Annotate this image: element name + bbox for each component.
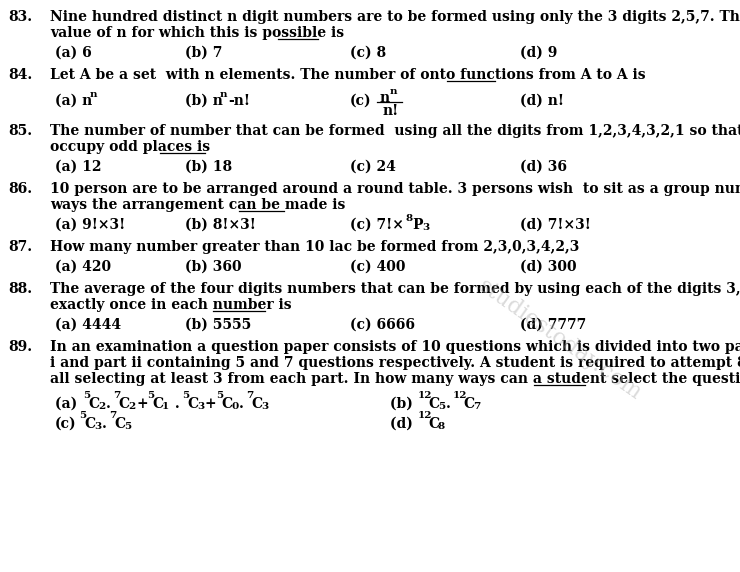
Text: (d) n!: (d) n! — [520, 94, 564, 108]
Text: (d) 7!×3!: (d) 7!×3! — [520, 218, 591, 232]
Text: 3: 3 — [197, 402, 204, 411]
Text: 89.: 89. — [8, 340, 32, 354]
Text: 0: 0 — [231, 402, 238, 411]
Text: (a) 6: (a) 6 — [55, 46, 92, 60]
Text: i and part ii containing 5 and 7 questions respectively. A student is required t: i and part ii containing 5 and 7 questio… — [50, 356, 740, 370]
Text: (a) 4444: (a) 4444 — [55, 318, 121, 332]
Text: 5: 5 — [79, 411, 86, 420]
Text: (b) 8!×3!: (b) 8!×3! — [185, 218, 256, 232]
Text: .: . — [170, 397, 184, 411]
Text: 86.: 86. — [8, 182, 32, 196]
Text: (c): (c) — [55, 417, 77, 431]
Text: 84.: 84. — [8, 68, 33, 82]
Text: (b) 7: (b) 7 — [185, 46, 223, 60]
Text: exactly once in each number is: exactly once in each number is — [50, 298, 297, 312]
Text: 8: 8 — [405, 214, 412, 223]
Text: 7: 7 — [473, 402, 480, 411]
Text: 12: 12 — [418, 391, 432, 400]
Text: 2: 2 — [128, 402, 135, 411]
Text: (c): (c) — [350, 94, 371, 108]
Text: .: . — [446, 397, 451, 411]
Text: P: P — [412, 218, 423, 232]
Text: (d) 7777: (d) 7777 — [520, 318, 586, 332]
Text: (b): (b) — [390, 397, 418, 411]
Text: 5: 5 — [124, 422, 131, 431]
Text: 5: 5 — [438, 402, 445, 411]
Text: C: C — [428, 397, 439, 411]
Text: 3: 3 — [422, 223, 429, 232]
Text: n: n — [380, 91, 390, 105]
Text: value of n for which this is possible is: value of n for which this is possible is — [50, 26, 349, 40]
Text: 8: 8 — [438, 422, 445, 431]
Text: 85.: 85. — [8, 124, 32, 138]
Text: 1: 1 — [162, 402, 169, 411]
Text: (c) 6666: (c) 6666 — [350, 318, 415, 332]
Text: 7: 7 — [246, 391, 253, 400]
Text: C: C — [84, 417, 95, 431]
Text: How many number greater than 10 lac be formed from 2,3,0,3,4,2,3: How many number greater than 10 lac be f… — [50, 240, 579, 254]
Text: 5: 5 — [216, 391, 223, 400]
Text: C: C — [187, 397, 198, 411]
Text: n: n — [90, 90, 98, 99]
Text: C: C — [114, 417, 125, 431]
Text: (b) 5555: (b) 5555 — [185, 318, 252, 332]
Text: 5: 5 — [147, 391, 154, 400]
Text: all selecting at least 3 from each part. In how many ways can a student select t: all selecting at least 3 from each part.… — [50, 372, 740, 386]
Text: C: C — [428, 417, 439, 431]
Text: 12: 12 — [418, 411, 432, 420]
Text: 3: 3 — [261, 402, 268, 411]
Text: (b) n: (b) n — [185, 94, 223, 108]
Text: 7: 7 — [109, 411, 116, 420]
Text: Let A be a set  with n elements. The number of onto functions from A to A is: Let A be a set with n elements. The numb… — [50, 68, 650, 82]
Text: 87.: 87. — [8, 240, 32, 254]
Text: studiestoday.com: studiestoday.com — [474, 275, 646, 405]
Text: n: n — [220, 90, 227, 99]
Text: In an examination a question paper consists of 10 questions which is divided int: In an examination a question paper consi… — [50, 340, 740, 354]
Text: +: + — [205, 397, 217, 411]
Text: (c) 400: (c) 400 — [350, 260, 406, 274]
Text: 12: 12 — [453, 391, 468, 400]
Text: (d): (d) — [390, 417, 418, 431]
Text: (d) 300: (d) 300 — [520, 260, 576, 274]
Text: C: C — [88, 397, 99, 411]
Text: -n!: -n! — [228, 94, 250, 108]
Text: The average of the four digits numbers that can be formed by using each of the d: The average of the four digits numbers t… — [50, 282, 740, 296]
Text: 83.: 83. — [8, 10, 32, 24]
Text: n!: n! — [383, 104, 400, 118]
Text: (b) 18: (b) 18 — [185, 160, 232, 174]
Text: (a) 12: (a) 12 — [55, 160, 101, 174]
Text: C: C — [152, 397, 163, 411]
Text: (d) 9: (d) 9 — [520, 46, 557, 60]
Text: .: . — [102, 417, 107, 431]
Text: C: C — [221, 397, 232, 411]
Text: 2: 2 — [98, 402, 105, 411]
Text: 5: 5 — [182, 391, 189, 400]
Text: 88.: 88. — [8, 282, 32, 296]
Text: C: C — [463, 397, 474, 411]
Text: .: . — [106, 397, 111, 411]
Text: (c) 7!×: (c) 7!× — [350, 218, 404, 232]
Text: C: C — [251, 397, 262, 411]
Text: +: + — [136, 397, 147, 411]
Text: 5: 5 — [83, 391, 90, 400]
Text: 7: 7 — [113, 391, 120, 400]
Text: 3: 3 — [94, 422, 101, 431]
Text: (c) 8: (c) 8 — [350, 46, 386, 60]
Text: n: n — [390, 87, 397, 96]
Text: The number of number that can be formed  using all the digits from 1,2,3,4,3,2,1: The number of number that can be formed … — [50, 124, 740, 138]
Text: (a) 420: (a) 420 — [55, 260, 111, 274]
Text: (a): (a) — [55, 397, 82, 411]
Text: C: C — [118, 397, 129, 411]
Text: (c) 24: (c) 24 — [350, 160, 396, 174]
Text: 10 person are to be arranged around a round table. 3 persons wish  to sit as a g: 10 person are to be arranged around a ro… — [50, 182, 740, 196]
Text: (d) 36: (d) 36 — [520, 160, 567, 174]
Text: .: . — [239, 397, 244, 411]
Text: occupy odd places is: occupy odd places is — [50, 140, 215, 154]
Text: (a) n: (a) n — [55, 94, 92, 108]
Text: Nine hundred distinct n digit numbers are to be formed using only the 3 digits 2: Nine hundred distinct n digit numbers ar… — [50, 10, 740, 24]
Text: (a) 9!×3!: (a) 9!×3! — [55, 218, 125, 232]
Text: (b) 360: (b) 360 — [185, 260, 242, 274]
Text: ways the arrangement can be made is: ways the arrangement can be made is — [50, 198, 350, 212]
